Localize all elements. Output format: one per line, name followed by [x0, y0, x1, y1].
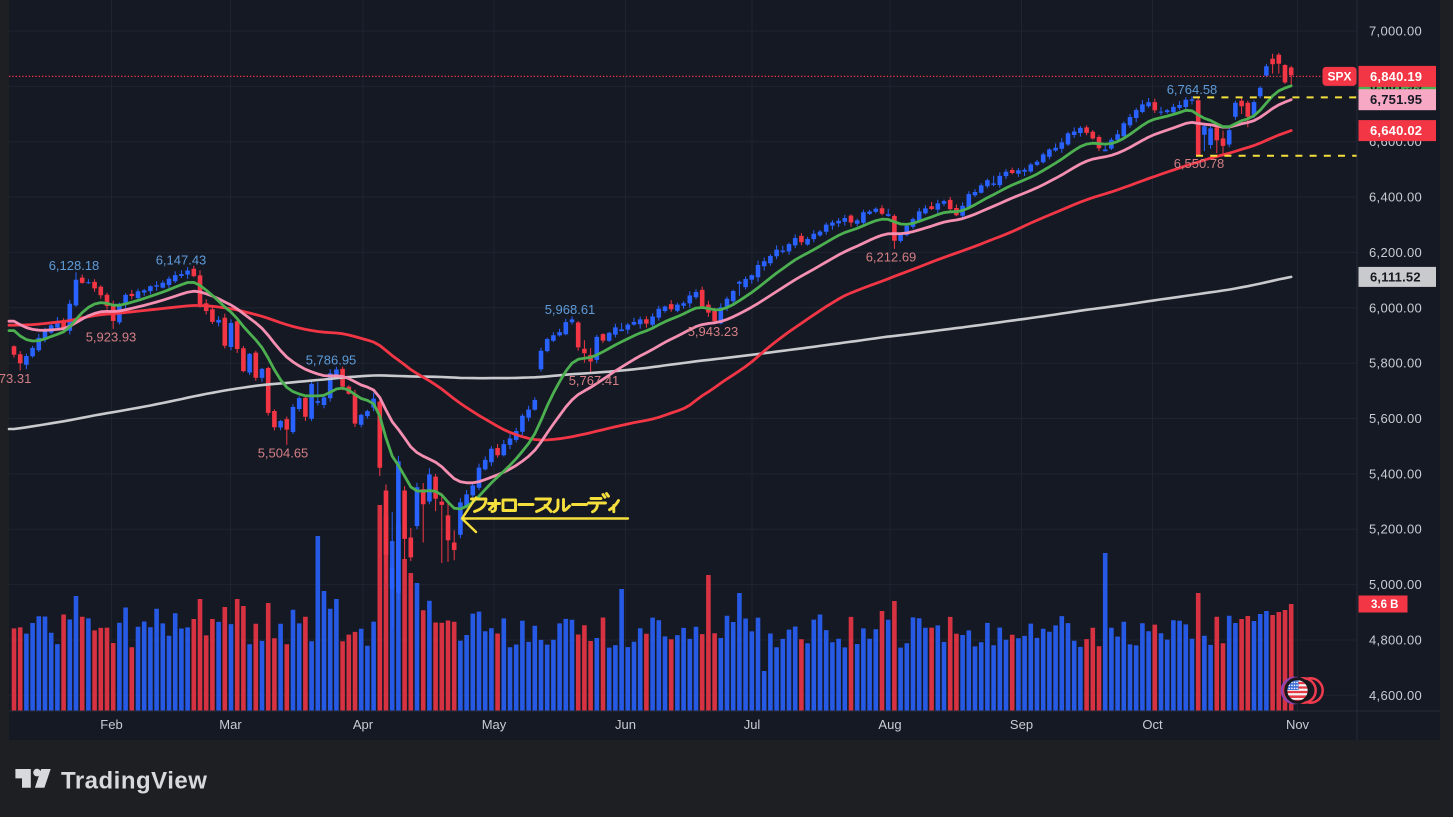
svg-text:Sep: Sep [1010, 717, 1033, 732]
svg-text:TradingView: TradingView [61, 768, 207, 795]
svg-text:6,751.95: 6,751.95 [1370, 92, 1422, 107]
svg-text:5,600.00: 5,600.00 [1369, 411, 1422, 426]
svg-text:Apr: Apr [353, 717, 374, 732]
svg-text:6,550.78: 6,550.78 [1174, 156, 1225, 171]
svg-text:6,840.19: 6,840.19 [1370, 69, 1422, 84]
svg-text:5,200.00: 5,200.00 [1369, 522, 1422, 537]
svg-text:5,943.23: 5,943.23 [688, 324, 739, 339]
svg-text:SPX: SPX [1327, 70, 1351, 84]
svg-text:Feb: Feb [100, 717, 122, 732]
svg-text:5,400.00: 5,400.00 [1369, 466, 1422, 481]
svg-text:5,923.93: 5,923.93 [86, 330, 137, 345]
svg-text:5,968.61: 5,968.61 [545, 302, 596, 317]
svg-text:4,600.00: 4,600.00 [1369, 688, 1422, 703]
svg-text:5,786.95: 5,786.95 [306, 352, 357, 367]
svg-text:6,111.52: 6,111.52 [1370, 269, 1421, 284]
svg-text:6,200.00: 6,200.00 [1369, 245, 1422, 260]
svg-text:Nov: Nov [1286, 717, 1310, 732]
svg-text:6,400.00: 6,400.00 [1369, 190, 1422, 205]
svg-text:5,773.31: 5,773.31 [0, 371, 31, 386]
svg-text:May: May [482, 717, 507, 732]
svg-text:7,000.00: 7,000.00 [1369, 24, 1422, 39]
svg-text:4,800.00: 4,800.00 [1369, 633, 1422, 648]
svg-text:6,128.18: 6,128.18 [49, 258, 100, 273]
svg-text:6,000.00: 6,000.00 [1369, 300, 1422, 315]
svg-text:5,000.00: 5,000.00 [1369, 577, 1422, 592]
svg-text:6,147.43: 6,147.43 [156, 253, 207, 268]
svg-text:6,764.58: 6,764.58 [1167, 82, 1218, 97]
svg-text:5,767.41: 5,767.41 [569, 373, 620, 388]
svg-text:Jul: Jul [744, 717, 761, 732]
svg-text:6,212.69: 6,212.69 [866, 250, 917, 265]
svg-text:Aug: Aug [878, 717, 901, 732]
svg-text:6,640.02: 6,640.02 [1370, 123, 1422, 138]
svg-text:Jun: Jun [615, 717, 636, 732]
svg-text:Oct: Oct [1142, 717, 1163, 732]
svg-text:5,504.65: 5,504.65 [258, 446, 309, 461]
svg-text:5,800.00: 5,800.00 [1369, 356, 1422, 371]
svg-text:3.6 B: 3.6 B [1371, 599, 1399, 611]
svg-text:Mar: Mar [219, 717, 242, 732]
